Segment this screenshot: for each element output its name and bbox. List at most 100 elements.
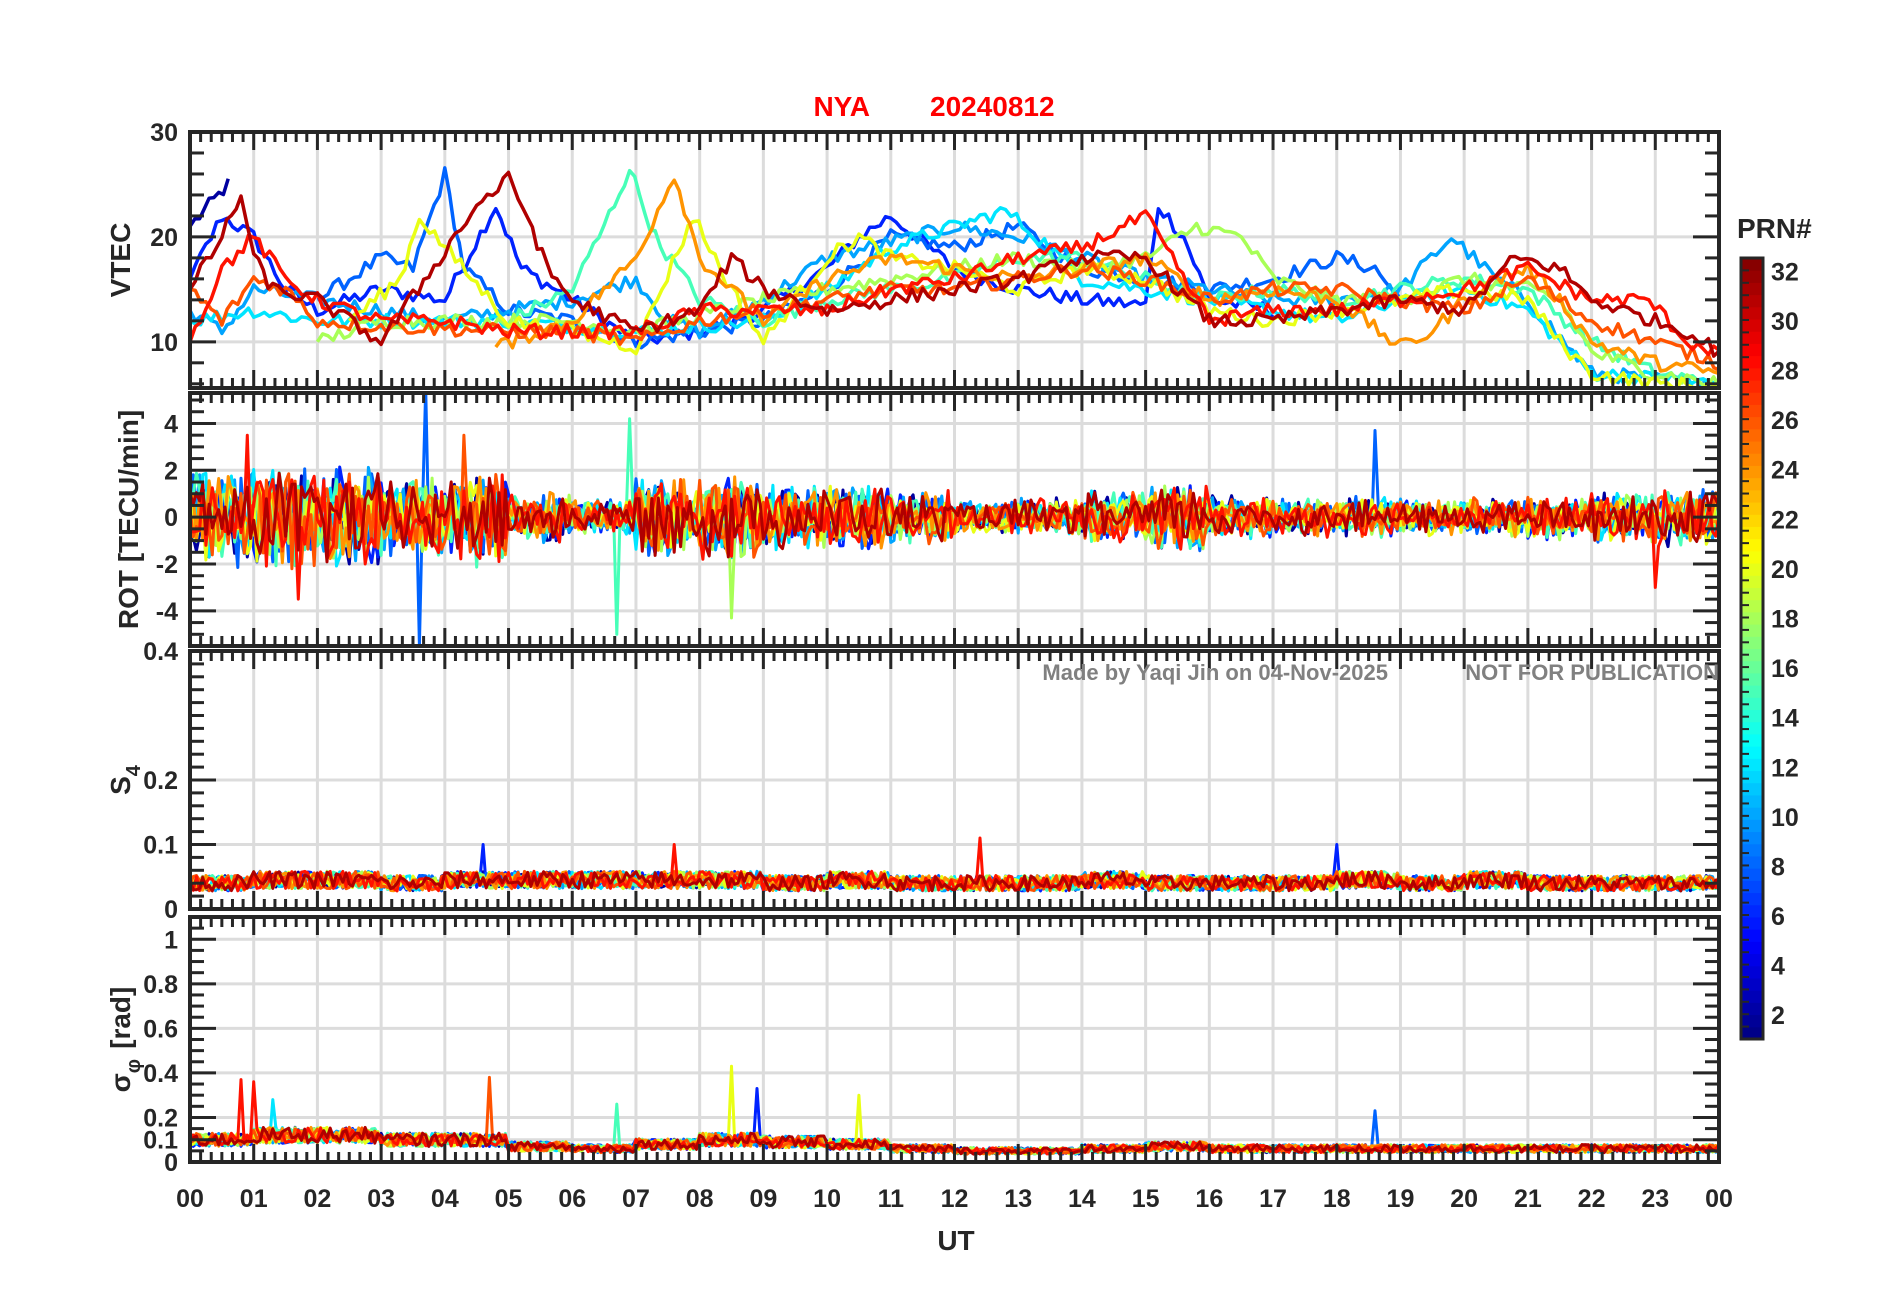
colorbar-tick-label: 24 [1771, 457, 1799, 485]
colorbar-segment [1741, 721, 1763, 735]
y-tick-label-sigma: 1 [164, 926, 178, 954]
colorbar-segment [1741, 758, 1763, 772]
y-tick-label-sigma: 0.8 [143, 971, 178, 999]
colorbar-segment [1741, 514, 1763, 527]
colorbar-segment [1741, 770, 1763, 784]
x-tick-label: 10 [813, 1185, 841, 1213]
vtec-series-group [190, 166, 1719, 388]
x-tick-label: 09 [749, 1185, 777, 1213]
y-tick-label-rot: -2 [156, 551, 178, 579]
colorbar-segment [1741, 733, 1763, 747]
x-tick-label: 04 [431, 1185, 459, 1213]
colorbar-segment [1741, 868, 1763, 881]
colorbar-segment [1741, 550, 1763, 564]
vtec-line-prn-28 [190, 209, 1719, 357]
colorbar-segment [1741, 611, 1763, 625]
colorbar-segment [1741, 270, 1763, 283]
colorbar-segment [1741, 685, 1763, 698]
y-tick-label-rot: 2 [164, 457, 178, 485]
x-tick-label: 11 [878, 1185, 905, 1213]
colorbar-tick-label: 10 [1771, 804, 1799, 832]
x-tick-label: 03 [367, 1185, 395, 1213]
colorbar-segment [1741, 575, 1763, 588]
colorbar-segment [1741, 953, 1763, 967]
colorbar-tick-label: 22 [1771, 506, 1799, 534]
colorbar-segment [1741, 489, 1763, 503]
colorbar-segment [1741, 477, 1763, 491]
y-tick-label-rot: 0 [164, 504, 178, 532]
colorbar-segment [1741, 587, 1763, 601]
colorbar-segment [1741, 563, 1763, 576]
colorbar-segment [1741, 355, 1763, 369]
colorbar-tick-label: 12 [1771, 754, 1799, 782]
y-axis-label-unit: [rad] [105, 987, 136, 1049]
colorbar-segment [1741, 465, 1763, 479]
x-tick-label: 12 [941, 1185, 969, 1213]
x-tick-label: 08 [686, 1185, 714, 1213]
y-tick-label-s4: 0 [164, 896, 178, 924]
y-tick-label-sigma: 0.2 [143, 1104, 178, 1132]
colorbar-segment [1741, 819, 1763, 833]
x-tick-label: 06 [558, 1185, 586, 1213]
y-tick-label-rot: -4 [156, 598, 178, 626]
y-tick-label-sigma: 0.1 [143, 1127, 178, 1155]
colorbar-tick-label: 32 [1771, 258, 1799, 286]
x-tick-label: 21 [1514, 1185, 1542, 1213]
x-tick-label: 14 [1068, 1185, 1096, 1213]
y-tick-label-vtec: 30 [150, 119, 178, 147]
y-tick-label-sigma: 0 [164, 1149, 178, 1177]
colorbar-segment [1741, 941, 1763, 955]
colorbar-segment [1741, 331, 1763, 344]
x-tick-label: 17 [1259, 1185, 1287, 1213]
colorbar-segment [1741, 782, 1763, 796]
colorbar-segment [1741, 660, 1763, 674]
vtec-line-prn-2 [190, 178, 230, 228]
s4-line-prn-31 [190, 870, 1719, 893]
rot-line-prn-31 [190, 471, 1719, 564]
chart-title: NYA 20240812 [813, 91, 1054, 122]
colorbar-segment [1741, 855, 1763, 869]
x-tick-label: 22 [1578, 1185, 1606, 1213]
colorbar-segment [1741, 843, 1763, 857]
y-tick-label-vtec: 10 [150, 329, 178, 357]
y-tick-label-sigma: 0.4 [143, 1060, 178, 1088]
colorbar-label: PRN# [1737, 213, 1812, 244]
colorbar-tick-label: 6 [1771, 903, 1785, 931]
colorbar-segment [1741, 392, 1763, 405]
colorbar-segment [1741, 453, 1763, 466]
x-tick-label: 00 [1705, 1185, 1733, 1213]
colorbar-tick-label: 30 [1771, 308, 1799, 336]
x-tick-label: 13 [1004, 1185, 1032, 1213]
vtec-line-prn-8 [316, 166, 1402, 350]
colorbar-tick-label: 20 [1771, 556, 1799, 584]
colorbar-segment [1741, 965, 1763, 979]
x-tick-label: 23 [1641, 1185, 1669, 1213]
y-tick-label-sigma: 0.6 [143, 1015, 178, 1043]
colorbar-segment [1741, 697, 1763, 711]
y-axis-label-sigma: σφ[rad] [105, 987, 145, 1093]
colorbar-segment [1741, 636, 1763, 649]
colorbar-frame [1739, 256, 1765, 1041]
x-tick-label: 15 [1132, 1185, 1160, 1213]
colorbar-segment [1741, 343, 1763, 357]
y-axis-label-rot: ROT [TECU/min] [113, 410, 144, 629]
y-tick-label-s4: 0.4 [143, 638, 178, 666]
colorbar-segment [1741, 624, 1763, 637]
watermark-author: Made by Yaqi Jin on 04-Nov-2025 [1042, 660, 1388, 685]
colorbar-segment [1741, 380, 1763, 393]
colorbar-segment [1741, 367, 1763, 381]
colorbar-segment [1741, 929, 1763, 942]
x-tick-label: 18 [1323, 1185, 1351, 1213]
colorbar-segment [1741, 648, 1763, 662]
y-axis-label-vtec: VTEC [105, 223, 136, 298]
x-tick-label: 01 [240, 1185, 268, 1213]
rot-group [190, 393, 1719, 646]
watermark: Made by Yaqi Jin on 04-Nov-2025 NOT FOR … [1042, 660, 1719, 685]
watermark-notice: NOT FOR PUBLICATION [1465, 660, 1719, 685]
title-date: 20240812 [930, 91, 1055, 122]
colorbar-segment [1741, 258, 1763, 271]
colorbar-segment [1741, 306, 1763, 320]
x-tick-label: 16 [1195, 1185, 1223, 1213]
